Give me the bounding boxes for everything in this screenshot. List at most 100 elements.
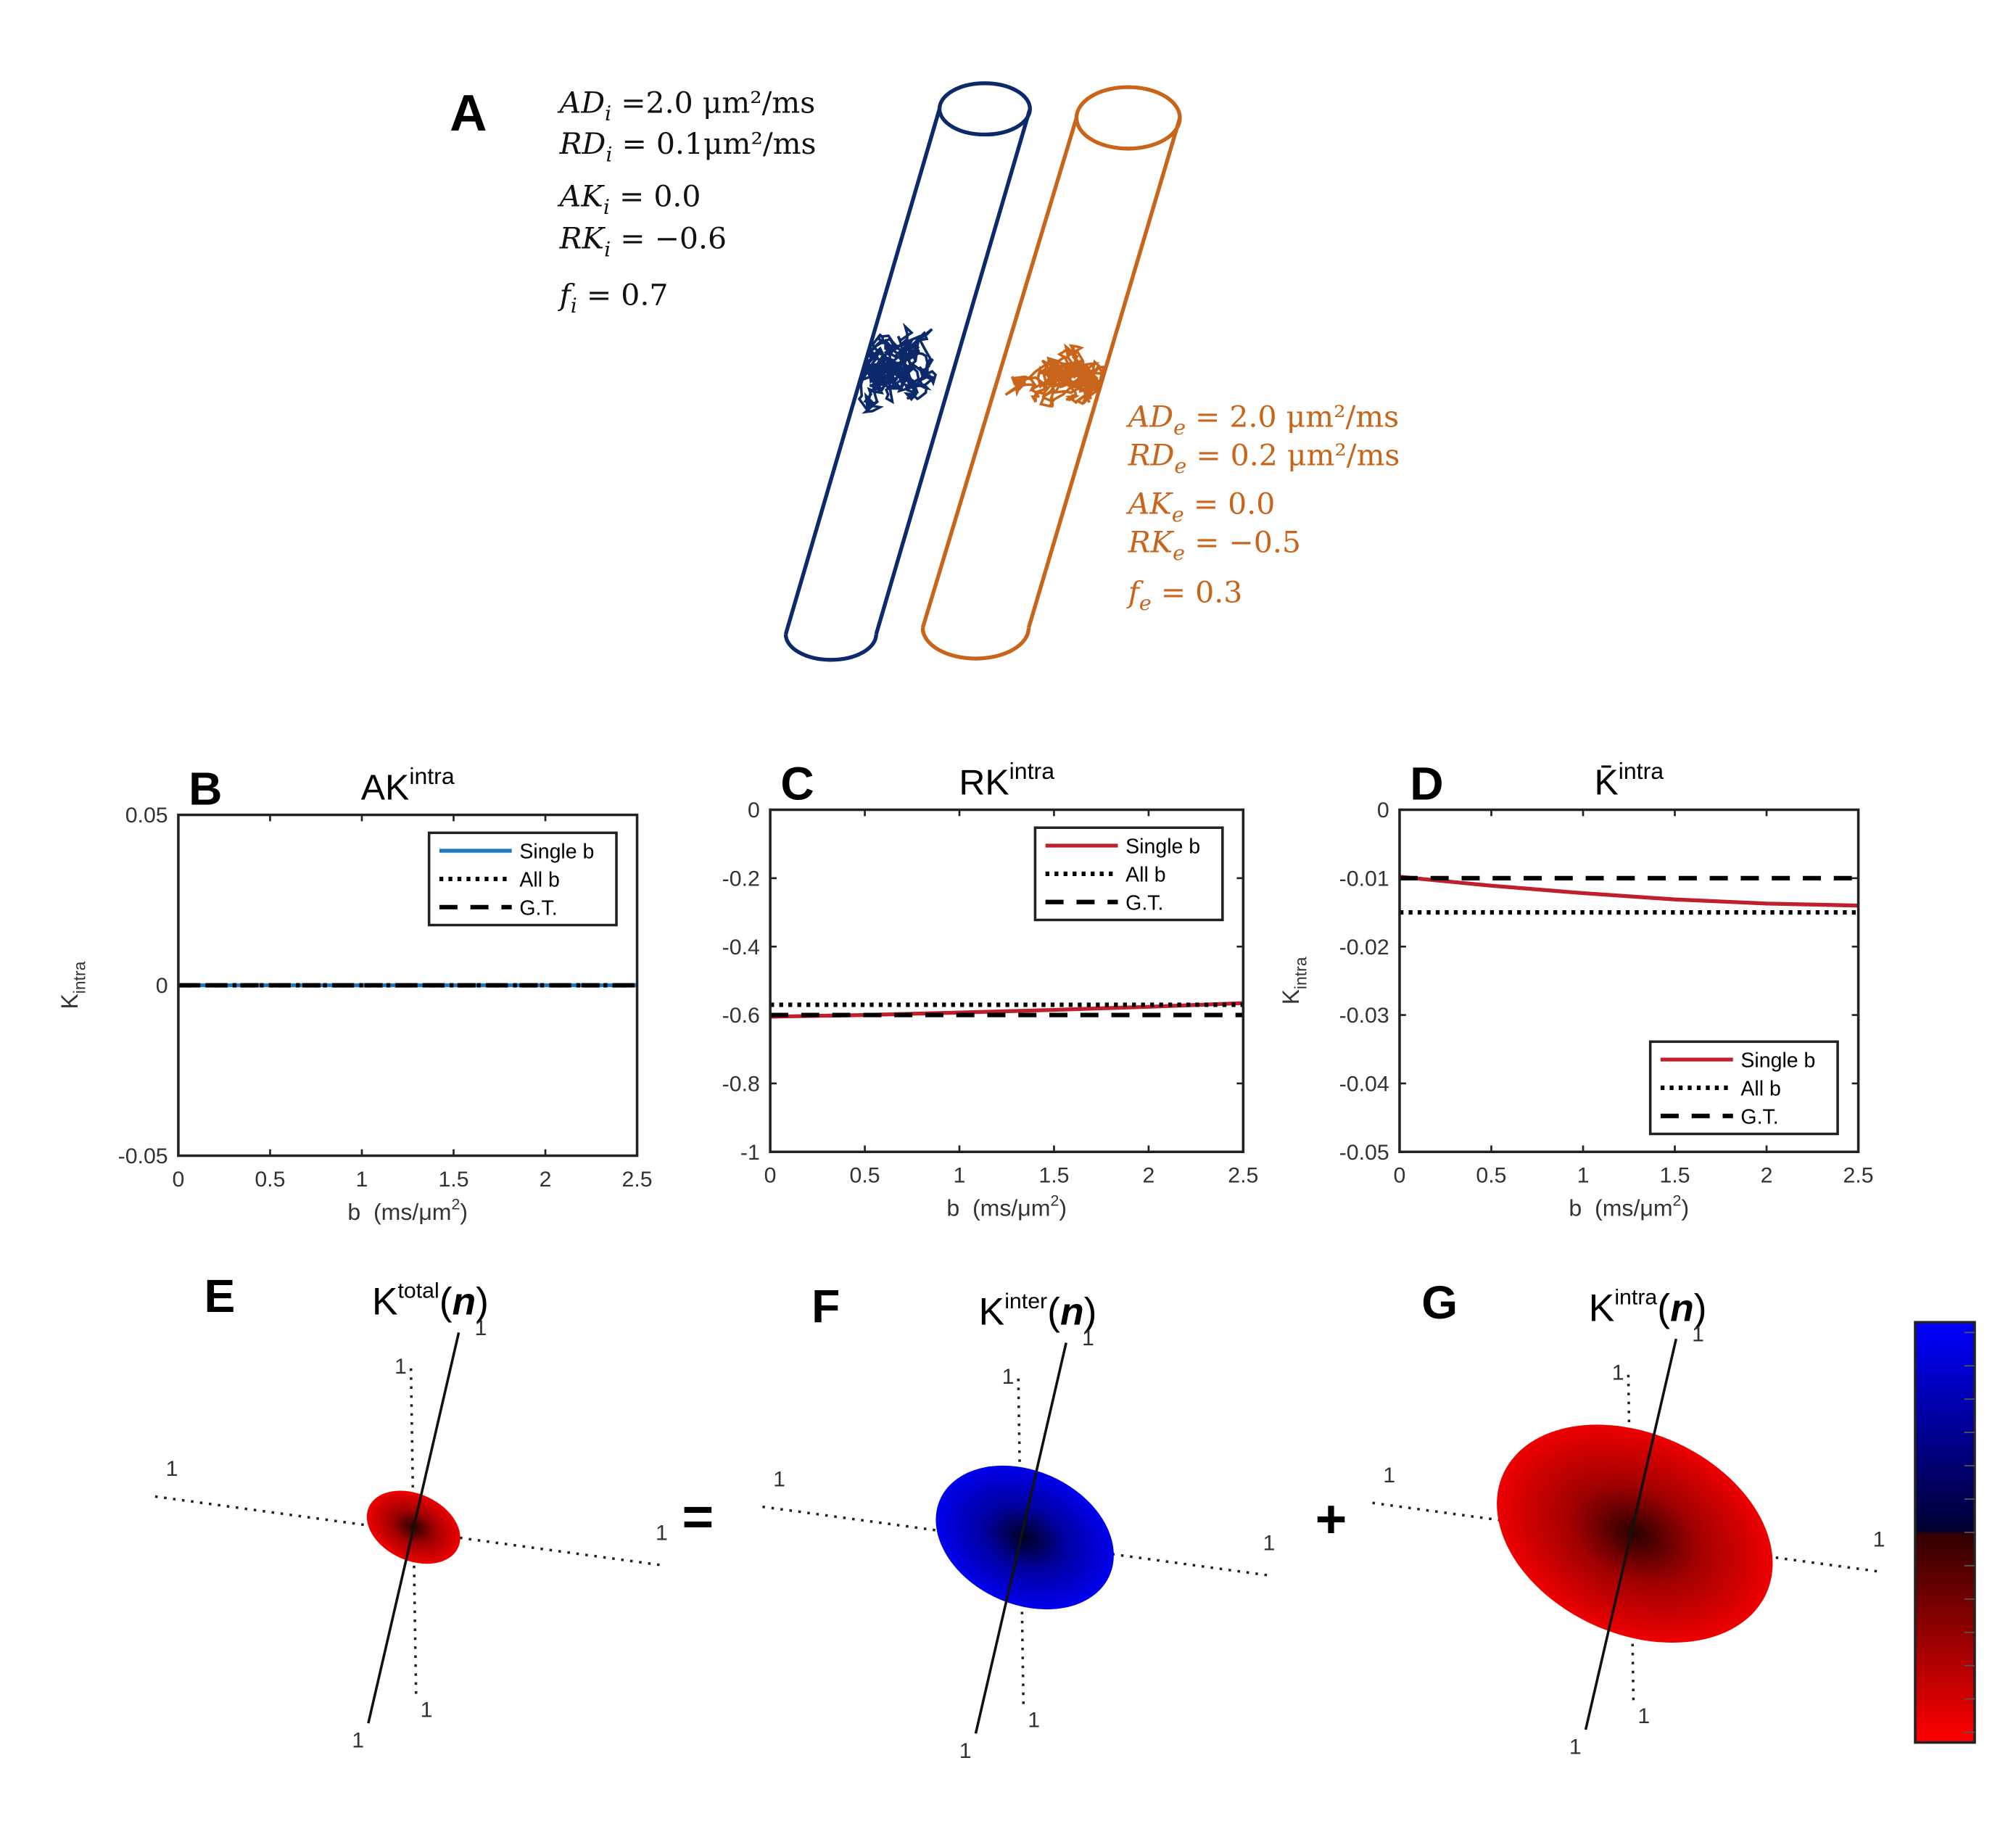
x-label-main: b (ms/μm xyxy=(347,1199,451,1225)
y-tick-label: -1 xyxy=(740,1141,760,1165)
y-tick-label: -0.01 xyxy=(1339,867,1389,891)
x-tick-label: 2.5 xyxy=(1228,1164,1258,1188)
chart-title: K̄intra xyxy=(1594,758,1664,802)
parameter-symbol: RK xyxy=(559,221,606,256)
x-tick-label: 0.5 xyxy=(255,1168,285,1192)
title-sup: intra xyxy=(1619,758,1664,784)
parameter-symbol: AK xyxy=(557,179,606,214)
surface-title: Kintra(n) xyxy=(1589,1286,1707,1330)
parameter-value: = 2.0 μm²/ms xyxy=(1186,399,1399,434)
x-label-sup: 2 xyxy=(1051,1192,1059,1210)
title-main: K xyxy=(1589,1287,1615,1330)
x-axis-label: b (ms/μm2) xyxy=(1569,1192,1689,1221)
title-n: n xyxy=(1670,1287,1694,1330)
parameter-value: = 0.7 xyxy=(577,278,669,313)
y-tick-label: -0.05 xyxy=(118,1144,168,1168)
x-tick-label: 1.5 xyxy=(438,1168,468,1192)
title-close: ) xyxy=(476,1281,489,1324)
chart-title: AKintra xyxy=(361,763,455,807)
x-label-end: ) xyxy=(1059,1195,1067,1221)
x-label-end: ) xyxy=(460,1199,468,1225)
axis-label: 1 xyxy=(1873,1527,1885,1551)
parameter-value: = 0.1μm²/ms xyxy=(612,126,816,161)
parameter-subscript: e xyxy=(1173,416,1186,439)
parameter: fe = 0.3 xyxy=(1126,574,1243,614)
x-tick-label: 1 xyxy=(954,1164,966,1188)
title-close: ) xyxy=(1694,1287,1707,1330)
legend-label: G.T. xyxy=(1740,1105,1778,1128)
parameter-subscript: e xyxy=(1172,503,1184,527)
operator: + xyxy=(1315,1489,1347,1549)
x-tick-label: 2 xyxy=(1761,1164,1773,1188)
cylinder-side xyxy=(783,108,942,635)
x-label-main: b (ms/μm xyxy=(946,1195,1050,1221)
axis-dotted xyxy=(409,1368,418,1698)
parameter-symbol: RD xyxy=(1128,437,1175,472)
panel-letter: B xyxy=(189,763,222,815)
parameter-value: = 0.0 xyxy=(1184,487,1276,521)
title-sup: intra xyxy=(1009,758,1055,784)
title-n: n xyxy=(1060,1291,1084,1334)
cylinder-side xyxy=(874,108,1032,635)
parameter-subscript: e xyxy=(1173,541,1185,565)
plot-frame xyxy=(177,813,639,1157)
axis-label: 1 xyxy=(166,1457,178,1481)
axis-label: 1 xyxy=(1002,1365,1015,1389)
parameter: ADe = 2.0 μm²/ms xyxy=(1125,399,1399,439)
y-axis-label: Kintra xyxy=(1278,957,1310,1004)
parameter-symbol: AK xyxy=(1125,487,1174,521)
parameter-subscript: e xyxy=(1139,591,1152,615)
parameter: RDe = 0.2 μm²/ms xyxy=(1128,437,1400,477)
axis-label: 1 xyxy=(959,1739,972,1763)
y-tick-label: -0.03 xyxy=(1339,1004,1389,1028)
legend-label: Single b xyxy=(1740,1049,1815,1073)
axis-label: 1 xyxy=(1692,1323,1704,1347)
x-tick-label: 1 xyxy=(356,1168,368,1192)
y-label-sub: intra xyxy=(70,961,89,994)
y-tick-label: -0.2 xyxy=(722,867,760,891)
axis-label: 1 xyxy=(1082,1326,1094,1350)
x-tick-label: 0 xyxy=(1394,1164,1406,1188)
axis-label: 1 xyxy=(1569,1735,1582,1759)
parameter-value: = 0.0 xyxy=(610,179,701,214)
y-tick-label: -0.05 xyxy=(1339,1141,1389,1165)
parameter: AKe = 0.0 xyxy=(1125,487,1276,527)
panel-letter: G xyxy=(1421,1276,1458,1329)
parameter-value: = 0.3 xyxy=(1152,574,1243,609)
parameter-symbol: AD xyxy=(557,86,605,120)
axis-label: 1 xyxy=(352,1729,364,1753)
y-label-main: K xyxy=(57,994,83,1009)
cylinder-bottom xyxy=(920,627,1031,661)
y-label-main: K xyxy=(1278,989,1304,1004)
axis-solid xyxy=(367,1332,460,1724)
operator: = xyxy=(682,1487,714,1547)
title-open: ( xyxy=(439,1281,453,1324)
x-tick-label: 0 xyxy=(172,1168,184,1192)
x-label-sup: 2 xyxy=(452,1196,460,1213)
axis-label: 1 xyxy=(394,1355,407,1379)
parameter: RDi = 0.1μm²/ms xyxy=(559,126,817,166)
y-tick-label: 0.05 xyxy=(125,804,168,827)
panel-letter: E xyxy=(205,1270,236,1322)
axis-label: 1 xyxy=(421,1698,433,1722)
y-tick-label: 0 xyxy=(156,974,168,998)
parameter-value: = −0.5 xyxy=(1185,525,1301,560)
title-sup: intra xyxy=(1614,1286,1657,1310)
panel-letter: F xyxy=(811,1280,840,1332)
parameter-subscript: i xyxy=(605,102,611,125)
x-tick-label: 2.5 xyxy=(1843,1164,1874,1188)
x-tick-label: 0 xyxy=(764,1164,777,1188)
legend-label: Single b xyxy=(519,841,594,864)
cylinders xyxy=(783,81,1182,662)
parameter-value: = 0.2 μm²/ms xyxy=(1186,437,1400,472)
surface xyxy=(935,1465,1114,1610)
legend-label: Single b xyxy=(1125,835,1200,859)
title-main: K̄ xyxy=(1594,762,1618,803)
x-tick-label: 0.5 xyxy=(849,1164,880,1188)
parameter: AKi = 0.0 xyxy=(557,179,701,219)
parameter-symbol: AD xyxy=(1125,399,1173,434)
